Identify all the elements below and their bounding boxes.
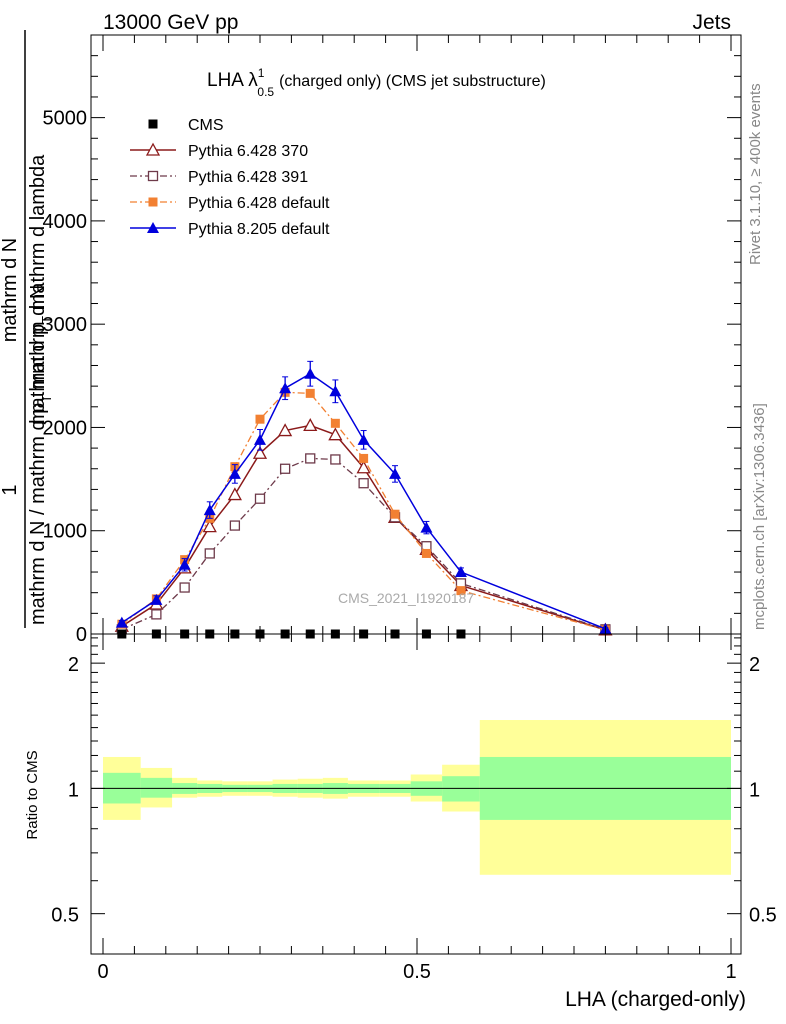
data-point [330,418,340,428]
data-point [179,582,190,593]
main-axes: 0 1000 2000 3000 4000 5000 [43,34,741,646]
ratio-axes: 0.5 0.5 1 1 2 2 0 0.5 1 [51,634,777,983]
ratio-y-tick-label: 1 [68,779,79,801]
ratio-y-tick-label-right: 2 [749,654,760,676]
legend-marker [147,170,159,182]
y-tick-label: 4000 [43,211,88,233]
data-point [420,521,433,533]
y-tick-label: 1000 [43,521,88,543]
data-point [304,367,317,379]
x-tick-label: 1 [725,961,736,983]
ratio-bands [91,720,741,875]
y-tick-label: 0 [76,624,87,646]
data-point [252,445,268,459]
data-point [178,558,191,570]
data-point [254,433,266,445]
rivet-credit: Rivet 3.1.10, ≥ 400k events [747,83,764,265]
legend-item-4: Pythia 6.428 default [130,195,330,212]
header-right: Jets [692,11,731,34]
data-point [389,467,402,479]
data-point [303,418,318,432]
x-tick-label: 0.5 [403,961,431,983]
y-tick-label: 3000 [43,314,88,336]
data-point [328,427,343,441]
data-point [204,548,215,559]
main-data-layer [114,360,613,639]
analysis-watermark: CMS_2021_I1920187 [338,590,474,606]
legend-item-5: Pythia 8.205 default [130,221,330,238]
y-tick-label: 5000 [43,108,88,130]
data-point [151,609,162,620]
legend-item-3: Pythia 6.428 391 [130,169,308,186]
ratio-y-tick-label-right: 1 [749,779,760,801]
legend-item-2: Pythia 6.428 370 [130,142,308,160]
data-point [228,467,241,479]
data-point [278,423,293,437]
svg-text:mathrm d N / mathrm d pT mathr: mathrm d N / mathrm d pT mathrm d N [27,285,54,625]
legend: CMS Pythia 6.428 370 Pythia 6.428 391 Pythi… [130,117,330,238]
svg-text:mathrm d N: mathrm d N [0,238,21,342]
series-line [121,391,606,631]
series-line [121,457,606,630]
legend-label: Pythia 6.428 default [188,195,330,212]
legend-marker [148,119,158,129]
data-point [359,453,369,463]
data-point [358,478,369,489]
legend-marker [145,142,161,156]
y-axis-label: 1 mathrm d N / mathrm d pT mathrm d N ma… [0,30,54,628]
y-tick-label: 2000 [43,417,88,439]
inner-band-bin [140,777,173,798]
data-point [357,433,370,445]
main-panel: 0 1000 2000 3000 4000 5000 LHA λ1 0.5(charged … [0,30,742,646]
data-point [456,586,466,596]
data-point [115,616,128,628]
ratio-panel: 0.5 0.5 1 1 2 2 0 0.5 1 Ratio to CMS LHA (charge… [24,633,777,1011]
data-point [203,504,216,516]
data-point [454,566,467,578]
ratio-y-tick-label: 0.5 [51,905,79,927]
legend-label: Pythia 6.428 370 [188,143,308,160]
legend-label: Pythia 6.428 391 [188,169,308,186]
data-point [254,493,266,504]
legend-label: CMS [188,117,224,134]
data-point [150,593,163,605]
ratio-y-tick-label-right: 0.5 [749,905,777,927]
legend-marker [147,222,159,233]
data-point [305,388,315,398]
data-point [356,460,371,474]
data-point [227,487,242,501]
series-line [121,372,606,630]
x-tick-label: 0 [97,961,108,983]
header-left: 13000 GeV pp [103,11,238,34]
ratio-y-label: Ratio to CMS [24,750,41,839]
data-point [202,519,217,533]
legend-marker [148,197,158,207]
svg-text:1: 1 [0,484,21,495]
series-2 [116,453,611,635]
x-axis-label: LHA (charged-only) [565,988,746,1011]
ratio-frame [90,633,742,955]
data-point [279,463,291,474]
data-point [255,414,265,424]
legend-label: Pythia 8.205 default [188,221,330,238]
data-point [279,382,292,394]
data-point [329,385,342,397]
mcplots-credit: mcplots.cern.ch [arXiv:1306.3436] [751,403,768,630]
ratio-y-tick-label: 2 [68,654,79,676]
legend-item-1: CMS [148,117,224,134]
data-point [229,520,241,531]
data-point [330,454,341,465]
data-point [421,548,431,558]
series-4 [115,360,612,634]
svg-text:mathrm d pT mathrm d lambda: mathrm d pT mathrm d lambda [27,154,54,425]
data-point [305,453,316,464]
chart-title: LHA λ1 0.5(charged only) (CMS jet substru… [207,66,546,99]
data-point [390,509,400,519]
